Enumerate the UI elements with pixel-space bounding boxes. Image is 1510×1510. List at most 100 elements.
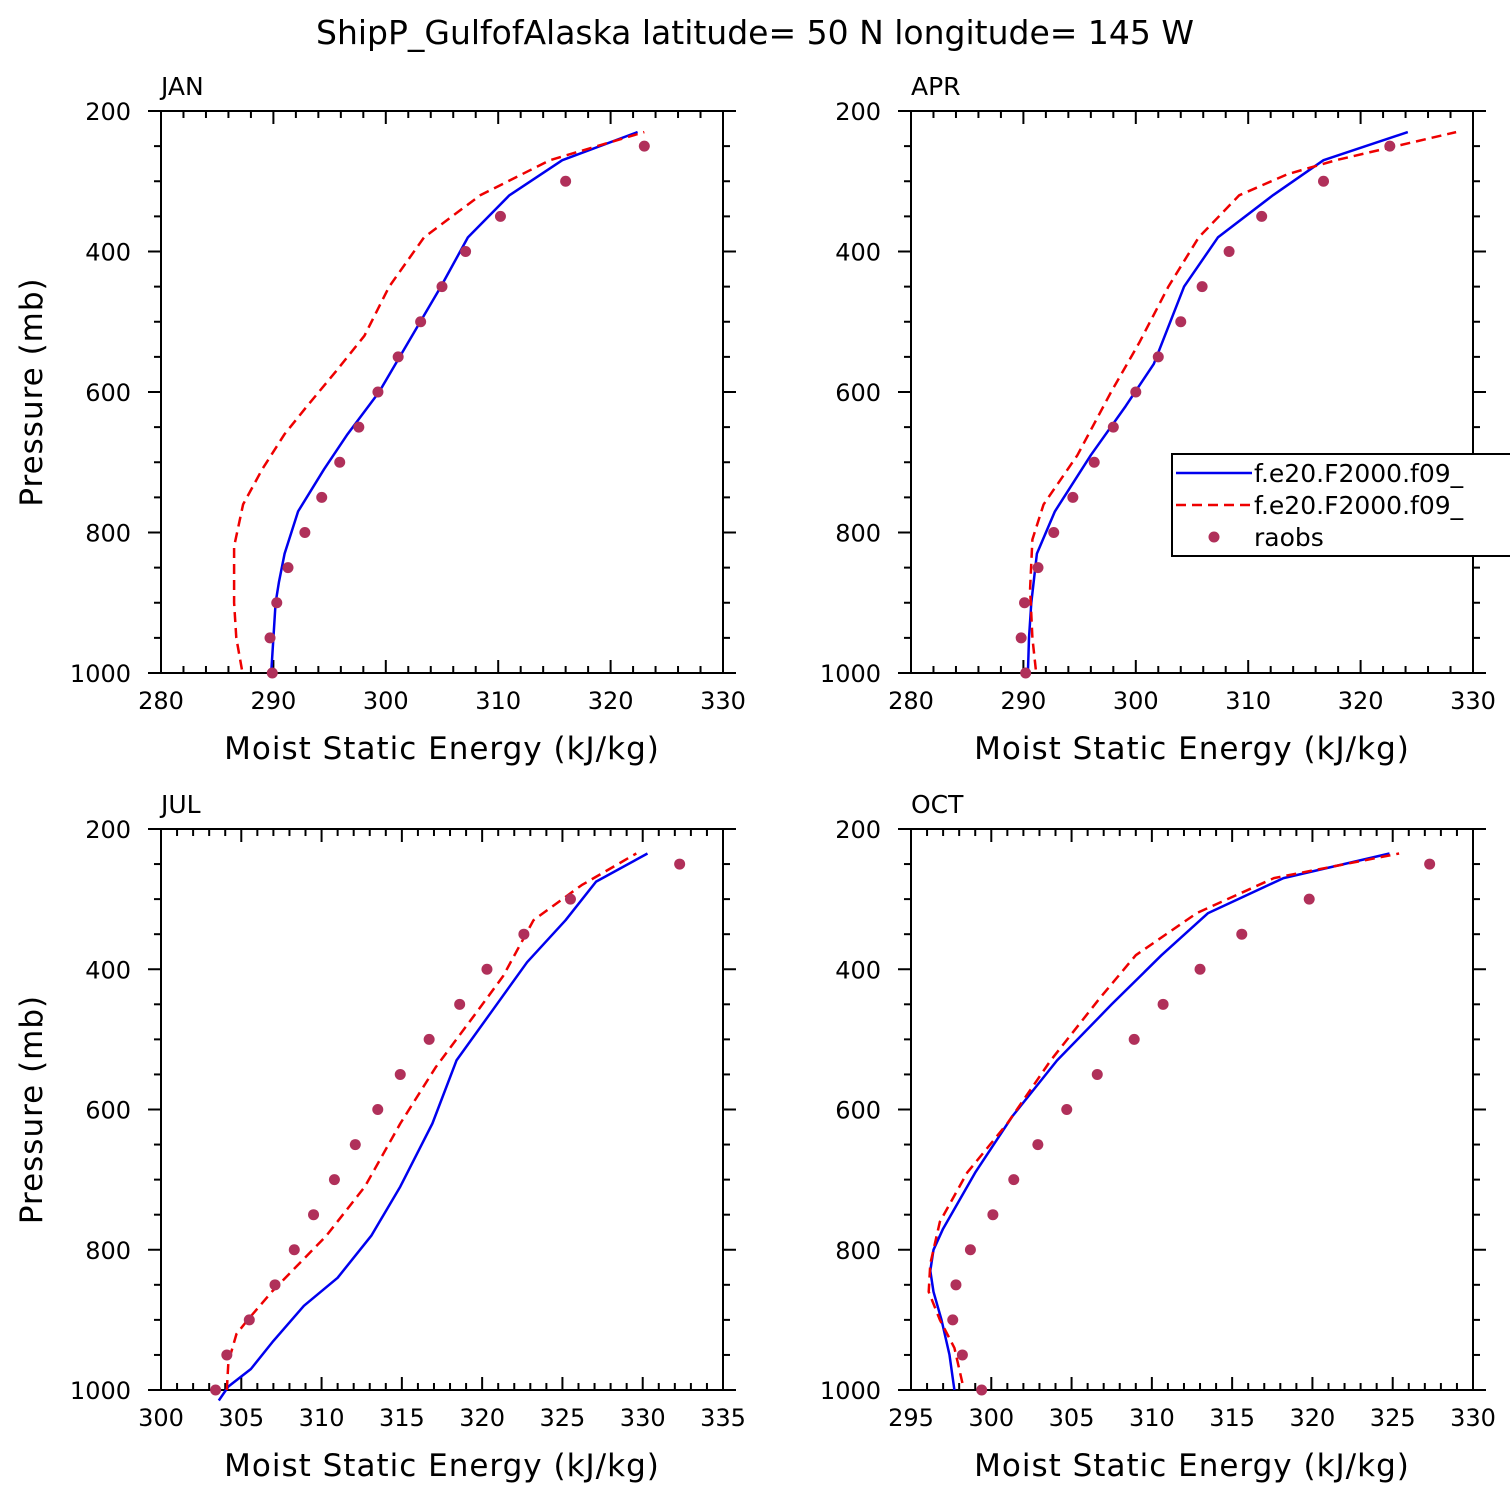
x-tick-label: 325	[1370, 1404, 1416, 1432]
x-tick-label: 295	[888, 1404, 934, 1432]
x-tick-label: 310	[1225, 687, 1271, 715]
x-tick-label: 300	[363, 687, 409, 715]
y-tick-label: 400	[85, 239, 131, 267]
x-tick-label: 290	[1000, 687, 1046, 715]
y-tick-label: 600	[835, 1097, 881, 1125]
x-tick-label: 330	[700, 687, 746, 715]
raobs-point	[494, 210, 506, 222]
raobs-point	[1303, 893, 1315, 905]
panels: JAN 280 290 300 310 320 330 200 400 600 800 1000 Moi…	[14, 72, 1510, 1484]
raobs-point	[282, 562, 294, 574]
raobs-point	[1019, 597, 1031, 609]
x-tick-label: 280	[138, 687, 184, 715]
x-tick-label: 335	[700, 1404, 746, 1432]
y-tick-label: 200	[835, 98, 881, 126]
model-a-line	[1026, 130, 1409, 674]
raobs-point	[1130, 386, 1142, 398]
raobs-point	[210, 1384, 222, 1396]
y-tick-label: 200	[835, 816, 881, 844]
y-tick-label: 200	[85, 816, 131, 844]
raobs-point	[221, 1349, 233, 1361]
panel-apr: APR 280 290 300 310 320 330 200 400 600 800 1000 Moi…	[820, 72, 1496, 767]
raobs-point	[1032, 562, 1044, 574]
raobs-point	[1008, 1174, 1020, 1186]
raobs-point	[950, 1279, 962, 1291]
model-a-line	[269, 130, 639, 674]
x-tick-label: 290	[250, 687, 296, 715]
y-tick-label: 600	[835, 379, 881, 407]
x-tick-label: 310	[299, 1404, 345, 1432]
raobs-point	[1088, 456, 1100, 468]
model-a-line	[217, 852, 649, 1402]
raobs-point	[518, 928, 530, 940]
panel-oct: OCT 295 300 305 310 315 320 325 330 200 400 600 800 1…	[820, 790, 1496, 1484]
model-b-line	[232, 130, 645, 670]
raobs-point	[1194, 963, 1206, 975]
y-tick-label: 400	[85, 956, 131, 984]
raobs-point	[372, 1104, 384, 1115]
raobs-point	[372, 386, 384, 398]
raobs-point	[1318, 175, 1330, 187]
raobs-point	[1175, 316, 1187, 328]
raobs-point	[1107, 421, 1119, 433]
x-tick-label: 305	[218, 1404, 264, 1432]
raobs-point	[299, 527, 311, 538]
raobs-point	[266, 667, 278, 679]
raobs-point	[1157, 998, 1169, 1010]
y-axis-label: Pressure (mb)	[14, 277, 50, 506]
panel-jan: JAN 280 290 300 310 320 330 200 400 600 800 1000 Moi…	[14, 72, 746, 767]
x-tick-label: 330	[1450, 1404, 1496, 1432]
raobs-point	[1048, 527, 1060, 538]
raobs-point	[1196, 281, 1208, 293]
raobs-point	[423, 1033, 435, 1045]
plot-frame	[910, 110, 1474, 674]
legend: f.e20.F2000.f09_ f.e20.F2000.f09_raobs	[1171, 453, 1510, 557]
raobs-point	[947, 1314, 959, 1326]
raobs-point	[1236, 928, 1248, 940]
raobs-point	[1424, 858, 1436, 870]
panel-label: OCT	[911, 790, 964, 819]
raobs-point	[1384, 140, 1396, 152]
x-tick-label: 315	[379, 1404, 425, 1432]
x-tick-label: 325	[540, 1404, 586, 1432]
raobs-point	[288, 1244, 300, 1256]
raobs-point	[460, 246, 472, 257]
raobs-point	[353, 421, 365, 433]
raobs-point	[392, 351, 404, 363]
raobs-point	[1091, 1068, 1103, 1080]
raobs-point	[956, 1349, 968, 1361]
x-axis-label: Moist Static Energy (kJ/kg)	[224, 1448, 660, 1484]
raobs-point	[1223, 246, 1235, 257]
panel-jul: JUL 300 305 310 315 320 325 330 335 200 400 600 800 1…	[14, 790, 746, 1484]
x-tick-label: 300	[138, 1404, 184, 1432]
x-tick-label: 330	[620, 1404, 666, 1432]
raobs-point	[415, 316, 427, 328]
raobs-point	[328, 1174, 340, 1186]
x-tick-label: 300	[1113, 687, 1159, 715]
legend-raobs-swatch	[1208, 531, 1220, 543]
model-b-line	[1028, 130, 1457, 670]
raobs-point	[436, 281, 448, 293]
x-tick-label: 320	[1290, 1404, 1336, 1432]
raobs-point	[1128, 1033, 1140, 1045]
raobs-point	[316, 491, 328, 503]
raobs-point	[243, 1314, 255, 1326]
raobs-point	[560, 175, 572, 187]
y-tick-label: 800	[85, 1237, 131, 1265]
model-b-line	[225, 852, 637, 1391]
plot-frame	[910, 828, 1474, 1391]
raobs-point	[271, 597, 283, 609]
x-axis-label: Moist Static Energy (kJ/kg)	[224, 731, 660, 767]
y-tick-label: 800	[85, 520, 131, 548]
model-b-line	[927, 852, 1400, 1384]
y-tick-label: 1000	[70, 1377, 131, 1405]
raobs-point	[349, 1139, 361, 1151]
raobs-point	[976, 1384, 988, 1396]
raobs-point	[987, 1209, 999, 1221]
x-tick-label: 280	[888, 687, 934, 715]
raobs-point	[564, 893, 576, 905]
x-tick-label: 320	[588, 687, 634, 715]
x-tick-label: 330	[1450, 687, 1496, 715]
raobs-point	[334, 456, 346, 468]
y-tick-label: 400	[835, 239, 881, 267]
